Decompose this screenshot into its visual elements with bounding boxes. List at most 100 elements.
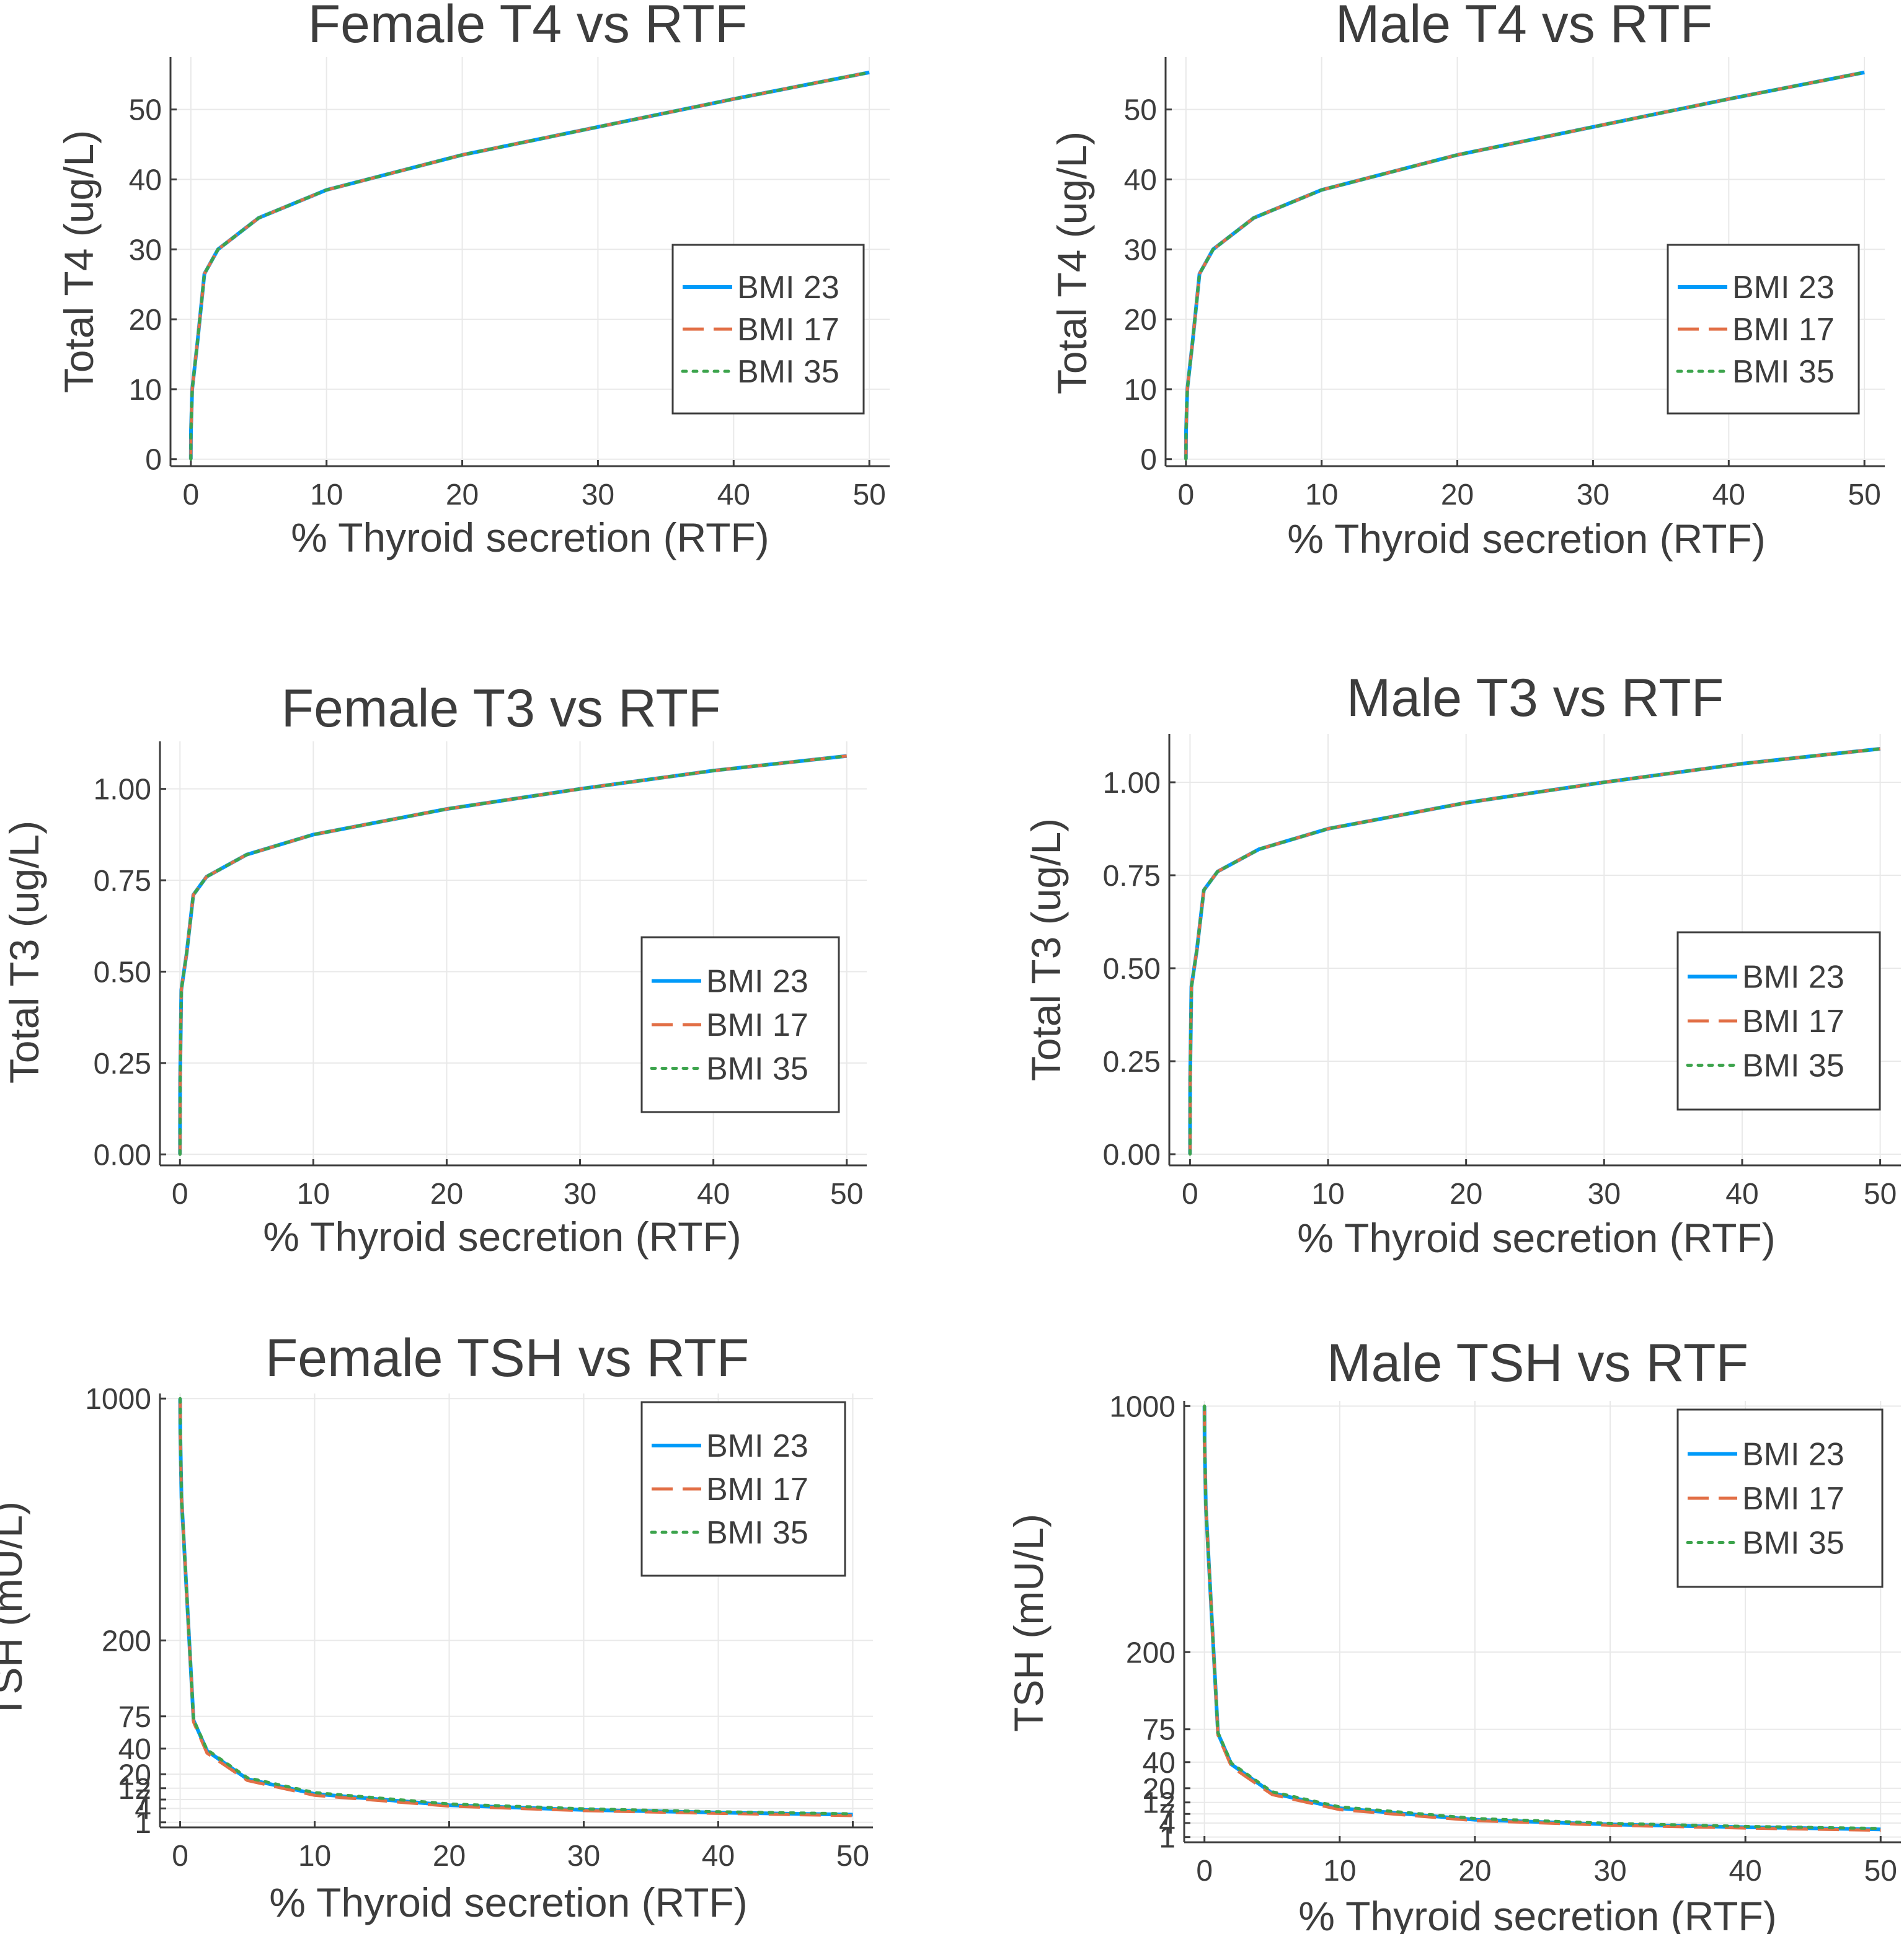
y-tick-label: 20 (1124, 304, 1157, 337)
legend-label: BMI 35 (706, 1051, 808, 1087)
legend-box (1676, 1408, 1884, 1588)
chart-title: Female T3 vs RTF (281, 679, 721, 738)
x-tick-label: 10 (298, 1840, 331, 1873)
x-tick-label: 50 (1864, 1855, 1897, 1888)
y-axis-label: Total T4 (ug/L) (56, 130, 102, 393)
x-tick-label: 20 (446, 479, 479, 511)
series-line-bmi-35 (1203, 1404, 1882, 1830)
series-line-bmi-35 (1184, 71, 1866, 461)
chart-panel-female-t3: 0 10 20 30 40 50 0.00 0.25 0.50 0.75 1.00 Female T3… (1, 679, 867, 1260)
legend: BMI 23 BMI 17 BMI 35 (1676, 1408, 1884, 1588)
x-tick-label: 0 (172, 1840, 188, 1873)
y-tick-label: 0.50 (94, 956, 151, 989)
y-tick-label: 0 (1140, 444, 1157, 477)
series-line-bmi-17 (1203, 1406, 1881, 1832)
y-axis-label: Total T3 (ug/L) (1023, 818, 1069, 1081)
y-tick-label: 40 (1124, 164, 1157, 196)
y-tick-label: 1.00 (94, 774, 151, 806)
y-tick-label: 0.00 (94, 1139, 151, 1172)
x-tick-label: 40 (1712, 479, 1745, 511)
legend: BMI 23 BMI 17 BMI 35 (671, 244, 865, 415)
legend: BMI 23 BMI 17 BMI 35 (640, 1401, 846, 1577)
y-axis-label: Total T3 (ug/L) (1, 821, 47, 1084)
x-tick-label: 40 (717, 479, 750, 511)
y-tick-label: 0.00 (1103, 1139, 1161, 1172)
x-tick-label: 30 (567, 1840, 600, 1873)
legend-label: BMI 35 (1742, 1526, 1844, 1561)
chart-title: Female TSH vs RTF (265, 1328, 750, 1388)
y-tick-label: 20 (118, 1759, 151, 1791)
x-tick-label: 20 (433, 1840, 466, 1873)
legend-label: BMI 17 (737, 312, 839, 348)
legend-box (640, 1401, 846, 1577)
x-tick-label: 20 (1450, 1178, 1482, 1211)
x-tick-label: 30 (564, 1178, 596, 1211)
x-axis-label: % Thyroid secretion (RTF) (1287, 516, 1765, 562)
legend-box (1676, 931, 1881, 1111)
x-tick-label: 50 (1864, 1178, 1897, 1211)
series-line-bmi-35 (179, 1397, 854, 1816)
x-axis-label: % Thyroid secretion (RTF) (291, 514, 769, 560)
legend-label: BMI 17 (1732, 312, 1835, 348)
y-tick-label: 1 (135, 1807, 151, 1840)
y-tick-label: 20 (129, 304, 162, 337)
y-tick-label: 0.25 (1103, 1046, 1161, 1079)
chart-title: Female T4 vs RTF (308, 0, 748, 54)
legend-label: BMI 17 (1742, 1481, 1844, 1517)
legend-label: BMI 23 (706, 1428, 808, 1464)
series-line-bmi-35 (1188, 747, 1882, 1156)
legend-box (1667, 244, 1860, 415)
x-tick-label: 10 (1311, 1178, 1344, 1211)
legend-label: BMI 17 (706, 1007, 808, 1043)
x-tick-label: 30 (582, 479, 614, 511)
y-axis-label: Total T4 (ug/L) (1049, 131, 1095, 394)
legend-box (640, 936, 840, 1113)
legend: BMI 23 BMI 17 BMI 35 (1667, 244, 1860, 415)
legend-label: BMI 35 (1732, 354, 1835, 390)
legend-label: BMI 35 (1742, 1048, 1844, 1084)
legend-box (671, 244, 865, 415)
x-tick-label: 30 (1577, 479, 1610, 511)
legend-label: BMI 23 (706, 964, 808, 1000)
legend-label: BMI 35 (737, 354, 839, 390)
y-tick-label: 40 (118, 1733, 151, 1766)
x-tick-label: 50 (852, 479, 885, 511)
x-tick-label: 50 (830, 1178, 863, 1211)
legend-label: BMI 23 (1732, 270, 1835, 306)
series-line-bmi-35 (189, 71, 871, 461)
y-tick-label: 50 (129, 94, 162, 127)
y-tick-label: 7 (135, 1784, 151, 1817)
chart-title: Male T3 vs RTF (1347, 668, 1724, 728)
legend-label: BMI 23 (1742, 960, 1844, 996)
y-tick-label: 7 (1159, 1798, 1176, 1831)
y-tick-label: 75 (118, 1701, 151, 1734)
legend-label: BMI 17 (706, 1472, 808, 1508)
x-axis-label: % Thyroid secretion (RTF) (1298, 1893, 1776, 1934)
y-tick-label: 1 (1159, 1822, 1176, 1855)
y-tick-label: 12 (1143, 1787, 1176, 1820)
x-tick-label: 10 (310, 479, 343, 511)
legend: BMI 23 BMI 17 BMI 35 (640, 936, 840, 1113)
x-tick-label: 0 (1177, 479, 1194, 511)
x-tick-label: 0 (172, 1178, 188, 1211)
legend-label: BMI 35 (706, 1515, 808, 1551)
chart-title: Male TSH vs RTF (1327, 1333, 1748, 1393)
x-axis-label: % Thyroid secretion (RTF) (263, 1214, 741, 1260)
x-tick-label: 40 (1725, 1178, 1758, 1211)
y-tick-label: 20 (1143, 1773, 1176, 1806)
y-tick-label: 0 (145, 444, 162, 477)
series-line-bmi-17 (1188, 747, 1880, 1155)
x-tick-label: 10 (1305, 479, 1338, 511)
y-tick-label: 12 (118, 1773, 151, 1806)
x-tick-label: 0 (1182, 1178, 1198, 1211)
y-tick-label: 40 (1143, 1747, 1176, 1780)
x-tick-label: 20 (1458, 1855, 1491, 1888)
y-tick-label: 30 (1124, 234, 1157, 267)
chart-panel-female-t4: 0 10 20 30 40 50 0 10 20 30 40 50 Female T4 vs RTF % … (56, 0, 890, 560)
y-tick-label: 30 (129, 234, 162, 267)
y-tick-label: 1000 (85, 1383, 151, 1416)
legend: BMI 23 BMI 17 BMI 35 (1676, 931, 1881, 1111)
x-tick-label: 40 (1729, 1855, 1761, 1888)
y-tick-label: 200 (102, 1625, 151, 1658)
